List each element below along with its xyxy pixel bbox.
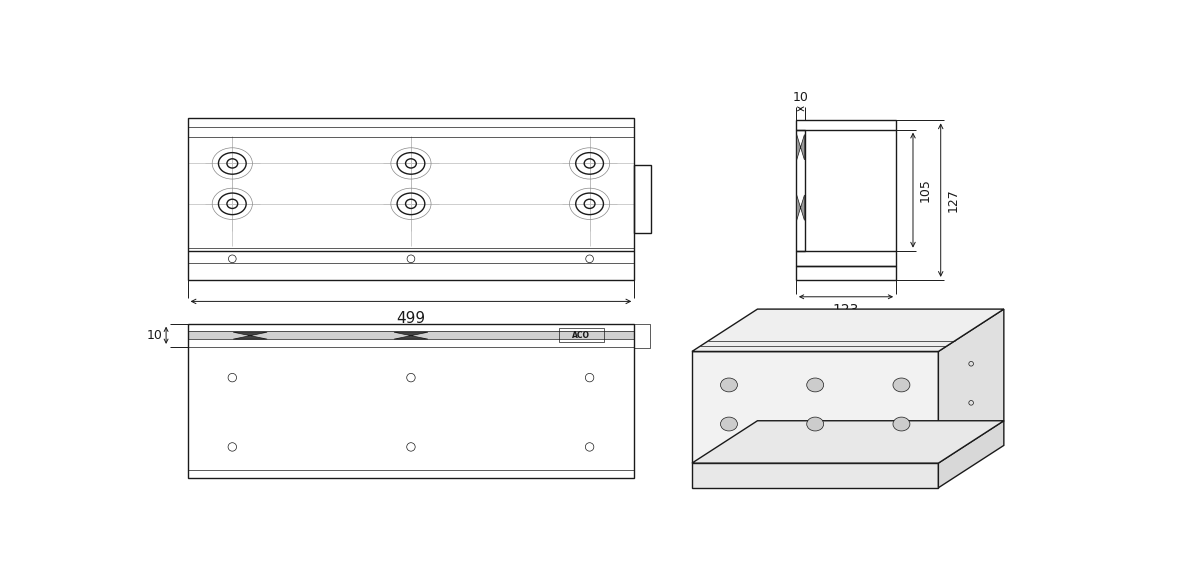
Text: 10: 10 [793,90,809,104]
Polygon shape [692,421,1004,463]
Polygon shape [938,421,1004,488]
Text: 127: 127 [947,188,960,212]
Polygon shape [797,135,804,160]
Text: ACO: ACO [572,331,590,340]
Polygon shape [692,309,1004,351]
Polygon shape [692,351,938,463]
Polygon shape [938,309,1004,463]
Polygon shape [692,463,938,488]
Ellipse shape [893,417,910,431]
Ellipse shape [720,417,738,431]
Text: 105: 105 [919,178,932,202]
Text: 10: 10 [146,329,162,342]
Text: 123: 123 [833,303,859,317]
Ellipse shape [806,417,823,431]
Polygon shape [233,332,268,339]
Polygon shape [187,332,635,339]
Text: 499: 499 [396,311,426,325]
Ellipse shape [806,378,823,392]
Polygon shape [797,195,804,220]
Polygon shape [394,332,428,339]
Ellipse shape [720,378,738,392]
Ellipse shape [893,378,910,392]
